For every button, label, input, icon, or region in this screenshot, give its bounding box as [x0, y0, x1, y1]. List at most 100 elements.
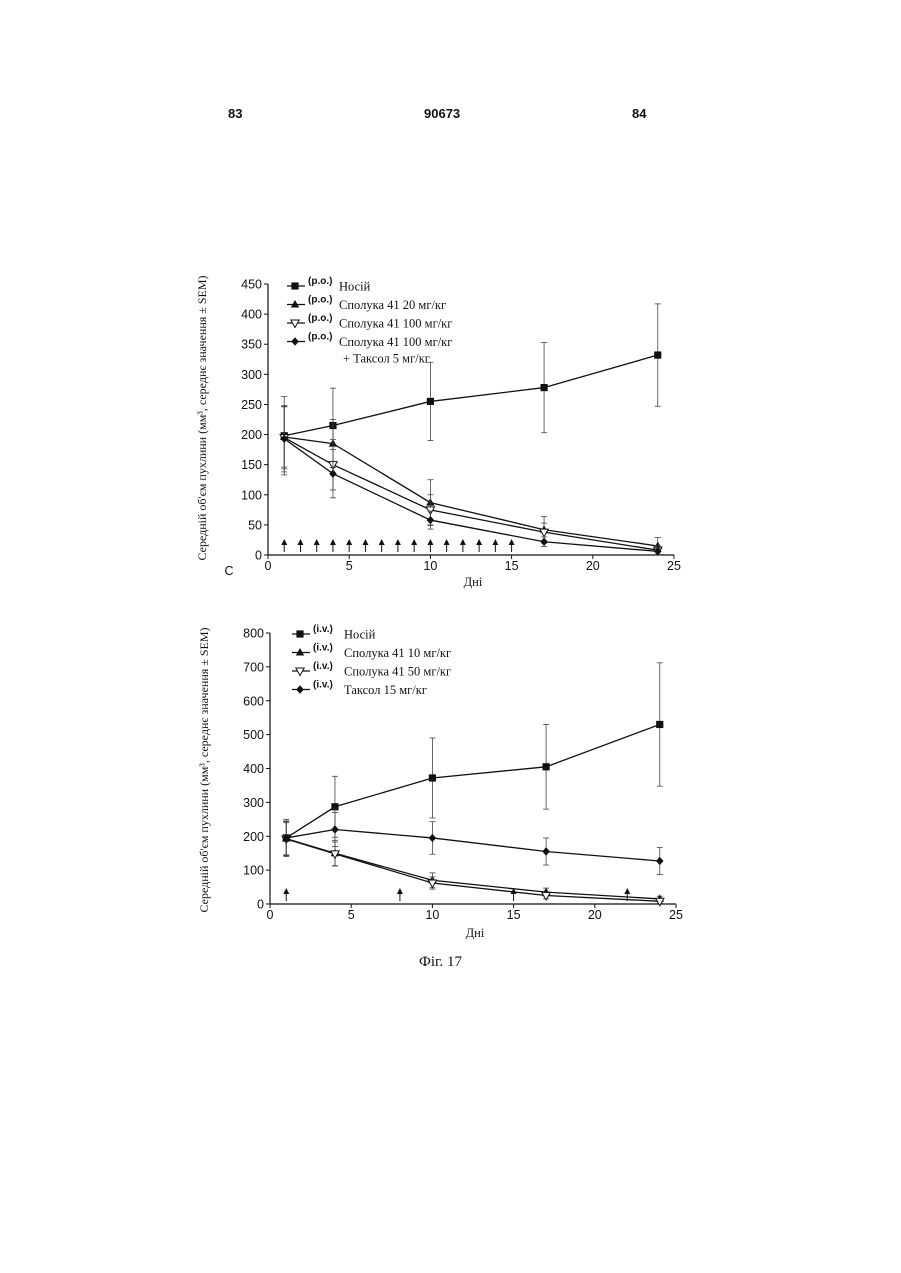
dosing-arrow-head — [509, 539, 515, 545]
x-tick-label: 10 — [425, 908, 439, 922]
dosing-arrow-head — [297, 539, 303, 545]
x-tick-label: 25 — [669, 908, 683, 922]
y-tick-label: 700 — [243, 660, 264, 674]
x-tick-label: 15 — [505, 559, 519, 573]
y-tick-label: 0 — [255, 549, 262, 563]
legend-label: Носій — [344, 628, 376, 642]
data-point — [331, 825, 339, 833]
dosing-arrow-head — [314, 539, 320, 545]
dosing-arrow-head — [476, 539, 482, 545]
legend-marker — [296, 630, 303, 637]
y-tick-label: 50 — [248, 518, 262, 532]
y-tick-label: 300 — [241, 368, 262, 382]
series-4 — [280, 406, 661, 556]
series-2 — [282, 822, 664, 902]
dosing-arrow-head — [624, 888, 630, 894]
y-tick-label: 0 — [257, 898, 264, 912]
y-tick-label: 400 — [243, 762, 264, 776]
legend-label: Таксол 15 мг/кг — [344, 683, 427, 697]
y-tick-label: 150 — [241, 458, 262, 472]
series-line — [284, 437, 658, 546]
y-tick-label: 350 — [241, 338, 262, 352]
legend-label: Сполука 41 100 мг/кг — [339, 335, 452, 349]
y-tick-label: 400 — [241, 308, 262, 322]
legend-route: (p.o.) — [308, 313, 332, 324]
legend-label-extra: + Таксол 5 мг/кг — [343, 352, 430, 366]
data-point — [427, 398, 434, 405]
dosing-arrow-head — [362, 539, 368, 545]
legend-marker — [291, 320, 299, 328]
series-line — [286, 839, 660, 899]
x-tick-label: 15 — [507, 908, 521, 922]
data-point — [429, 834, 437, 842]
y-tick-label: 100 — [243, 864, 264, 878]
x-axis-label: Дні — [464, 575, 483, 589]
series-4 — [282, 813, 663, 875]
legend-marker — [296, 648, 304, 656]
y-tick-label: 800 — [243, 627, 264, 641]
data-point — [331, 803, 338, 810]
y-tick-label: 600 — [243, 694, 264, 708]
x-axis-label: Дні — [466, 926, 485, 940]
y-tick-label: 450 — [241, 278, 262, 292]
series-3 — [280, 406, 662, 555]
series-1 — [281, 304, 662, 475]
legend-route: (i.v.) — [313, 661, 333, 672]
legend-route: (p.o.) — [308, 295, 332, 306]
figure-caption: Фіг. 17 — [419, 954, 462, 971]
legend-marker — [296, 685, 304, 693]
data-point — [427, 516, 435, 524]
legend-route: (p.o.) — [308, 276, 332, 287]
x-tick-label: 10 — [423, 559, 437, 573]
legend-label: Сполука 41 10 мг/кг — [344, 646, 451, 660]
legend: (i.v.) Носій (i.v.) Сполука 41 10 мг/кг (i.v… — [292, 624, 451, 697]
legend-marker — [291, 337, 299, 345]
y-tick-label: 100 — [241, 488, 262, 502]
dosing-arrow-head — [395, 539, 401, 545]
stray-mark: С — [224, 564, 233, 578]
x-tick-label: 20 — [588, 908, 602, 922]
data-point — [656, 857, 664, 865]
dosing-arrow-head — [346, 539, 352, 545]
x-tick-label: 5 — [348, 908, 355, 922]
dosing-arrow-head — [427, 539, 433, 545]
legend-label: Сполука 41 50 мг/кг — [344, 665, 451, 679]
data-point — [542, 847, 550, 855]
chart-1: 0501001502002503003504004500510152025Дні… — [195, 275, 681, 589]
x-tick-label: 0 — [267, 908, 274, 922]
data-point — [656, 898, 664, 906]
dosing-arrow-head — [460, 539, 466, 545]
y-tick-label: 300 — [243, 796, 264, 810]
legend-label: Носій — [339, 280, 371, 294]
y-axis-label: Середній об'єм пухлини (мм³, середнє зна… — [195, 275, 209, 560]
series-1 — [283, 663, 664, 857]
series-line — [286, 724, 660, 837]
data-point — [540, 538, 548, 546]
x-tick-label: 0 — [265, 559, 272, 573]
dosing-arrow-head — [397, 888, 403, 894]
dosing-arrow-head — [330, 539, 336, 545]
legend-label: Сполука 41 100 мг/кг — [339, 317, 452, 331]
x-tick-label: 20 — [586, 559, 600, 573]
series-line — [286, 839, 660, 901]
dosing-arrow-head — [283, 888, 289, 894]
dosing-arrow-head — [281, 539, 287, 545]
dosing-arrow-head — [411, 539, 417, 545]
legend-route: (i.v.) — [313, 643, 333, 654]
x-tick-label: 5 — [346, 559, 353, 573]
data-point — [540, 384, 547, 391]
series-line — [284, 355, 658, 436]
series-2 — [280, 407, 662, 555]
series-3 — [282, 823, 664, 906]
series-line — [284, 438, 658, 551]
legend-marker — [296, 668, 304, 676]
legend-marker — [291, 282, 298, 289]
series-line — [284, 439, 658, 552]
x-tick-label: 25 — [667, 559, 681, 573]
legend-route: (i.v.) — [313, 680, 333, 691]
y-axis-label: Середній об'єм пухлини (мм³, середнє зна… — [197, 627, 211, 912]
chart-2: 01002003004005006007008000510152025ДніСе… — [197, 624, 683, 940]
legend-marker — [291, 300, 299, 308]
data-point — [329, 470, 337, 478]
data-point — [429, 774, 436, 781]
